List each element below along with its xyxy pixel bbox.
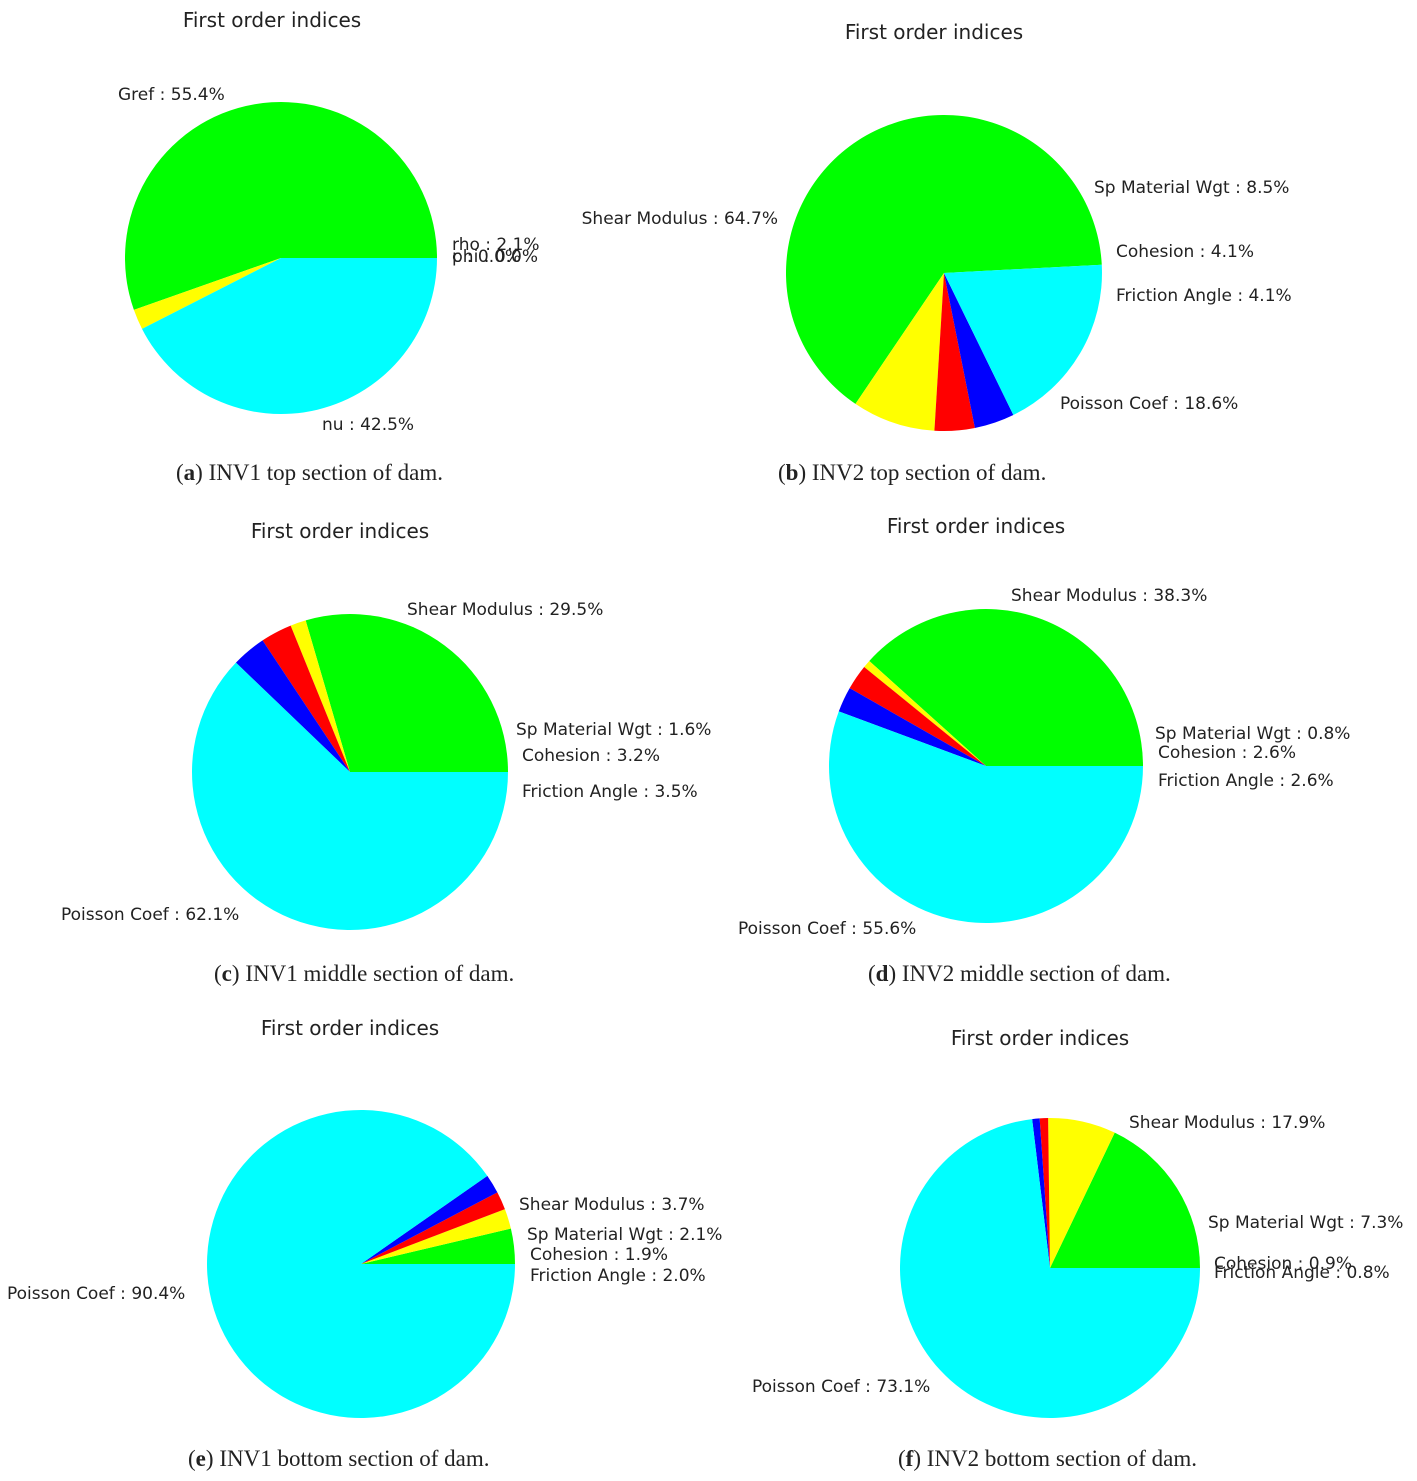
caption-text: INV1 bottom section of dam.	[213, 1446, 490, 1471]
pie-slice	[944, 273, 1014, 428]
pie-slice	[361, 1175, 498, 1264]
pie-slice	[305, 614, 508, 772]
slice-label: Cohesion : 1.9%	[530, 1245, 668, 1265]
slice-label: Cohesion : 3.2%	[522, 746, 660, 766]
slice-label: Friction Angle : 2.6%	[1158, 771, 1334, 791]
slice-label: Shear Modulus : 29.5%	[407, 600, 603, 620]
slice-label: Sp Material Wgt : 8.5%	[1094, 178, 1289, 198]
caption-letter: e	[195, 1446, 206, 1471]
caption-a: (a) INV1 top section of dam.	[176, 460, 444, 485]
slice-label: Poisson Coef : 62.1%	[61, 905, 239, 925]
pie-slice	[125, 102, 438, 310]
caption-text: INV2 top section of dam.	[806, 460, 1047, 485]
chart-title: First order indices	[951, 1026, 1129, 1050]
pie-slice	[849, 666, 986, 766]
pie-slice	[785, 114, 1102, 404]
slice-label: rho : 2.1%	[452, 235, 540, 255]
slice-label: nu : 42.5%	[322, 415, 414, 435]
caption-text: INV1 top section of dam.	[202, 460, 444, 485]
pie-slice	[900, 1119, 1200, 1419]
caption-text: INV2 middle section of dam.	[896, 961, 1171, 986]
pie-slice	[235, 640, 350, 772]
slice-label: phi : 0.0%	[452, 247, 538, 267]
caption-text: INV1 middle section of dam.	[239, 961, 515, 986]
pie-slice	[361, 1192, 505, 1264]
caption-letter: a	[183, 460, 196, 485]
pie-slice	[142, 258, 437, 415]
slice-label: Friction Angle : 0.8%	[1214, 1263, 1390, 1283]
caption-f: (f) INV2 bottom section of dam.	[898, 1446, 1197, 1471]
caption-e: (e) INV1 bottom section of dam.	[188, 1446, 490, 1471]
chart-title: First order indices	[887, 514, 1065, 538]
caption-b: (b) INV2 top section of dam.	[778, 460, 1047, 485]
caption-letter: b	[785, 460, 799, 485]
slice-label: Shear Modulus : 38.3%	[1011, 586, 1207, 606]
slice-label: Poisson Coef : 90.4%	[7, 1284, 185, 1304]
pie-slice	[869, 608, 1143, 766]
pie-slice	[934, 273, 975, 432]
slice-label: Shear Modulus : 64.7%	[582, 209, 778, 229]
slice-label: Cohesion : 2.6%	[1158, 743, 1296, 763]
caption-c: (c) INV1 middle section of dam.	[214, 961, 515, 986]
slice-label: c : 0.0%	[452, 247, 521, 267]
slice-label: Gref : 55.4%	[118, 85, 225, 105]
pie-slice	[1039, 1118, 1050, 1268]
pie-slice	[1032, 1118, 1050, 1268]
slice-label: Friction Angle : 2.0%	[530, 1266, 706, 1286]
slice-label: Friction Angle : 3.5%	[522, 782, 698, 802]
pie-slice	[207, 1109, 515, 1418]
pie-slice	[944, 264, 1102, 415]
slice-label: Poisson Coef : 55.6%	[738, 919, 916, 939]
pie-slice	[828, 711, 1143, 924]
caption-letter: c	[221, 961, 232, 986]
pie-slice	[191, 662, 508, 930]
slice-label: Sp Material Wgt : 7.3%	[1208, 1213, 1403, 1233]
slice-label: Sp Material Wgt : 2.1%	[527, 1225, 722, 1245]
slice-label: Friction Angle : 4.1%	[1116, 286, 1292, 306]
pie-slice	[290, 620, 350, 772]
caption-letter: f	[905, 1446, 914, 1471]
pie-slice	[361, 1209, 511, 1264]
slice-label: Shear Modulus : 17.9%	[1129, 1113, 1325, 1133]
chart-title: First order indices	[261, 1016, 439, 1040]
pie-chart-f: First order indices Shear Modulus : 17.9%…	[752, 1026, 1403, 1419]
slice-label: Sp Material Wgt : 1.6%	[516, 720, 711, 740]
pie-slice	[855, 273, 944, 431]
slice-label: Cohesion : 4.1%	[1116, 242, 1254, 262]
pie-slice	[1050, 1132, 1200, 1268]
pie-chart-e: First order indices Shear Modulus : 3.7% S…	[7, 1016, 722, 1418]
slice-label: Sp Material Wgt : 0.8%	[1155, 724, 1350, 744]
chart-title: First order indices	[183, 8, 361, 32]
pie-slice	[838, 688, 986, 766]
pie-chart-d: First order indices Shear Modulus : 38.3%…	[738, 514, 1350, 939]
slice-label: Poisson Coef : 73.1%	[752, 1377, 930, 1397]
pie-slice	[133, 258, 281, 329]
caption-letter: d	[875, 961, 889, 986]
slice-label: Cohesion : 0.9%	[1214, 1254, 1352, 1274]
slice-label: Poisson Coef : 18.6%	[1060, 394, 1238, 414]
pie-slice	[1048, 1117, 1115, 1268]
pie-slice	[361, 1228, 515, 1264]
slice-label: Shear Modulus : 3.7%	[519, 1195, 705, 1215]
chart-title: First order indices	[845, 20, 1023, 44]
pie-chart-a: First order indices Gref : 55.4% rho : 2.1…	[118, 8, 540, 435]
caption-d: (d) INV2 middle section of dam.	[868, 961, 1171, 986]
caption-text: INV2 bottom section of dam.	[921, 1446, 1197, 1471]
chart-title: First order indices	[251, 519, 429, 543]
pie-chart-b: First order indices Shear Modulus : 64.7%…	[582, 20, 1292, 432]
pie-chart-c: First order indices Shear Modulus : 29.5%…	[61, 519, 711, 930]
pie-slice	[864, 660, 986, 766]
pie-slice	[262, 625, 350, 772]
